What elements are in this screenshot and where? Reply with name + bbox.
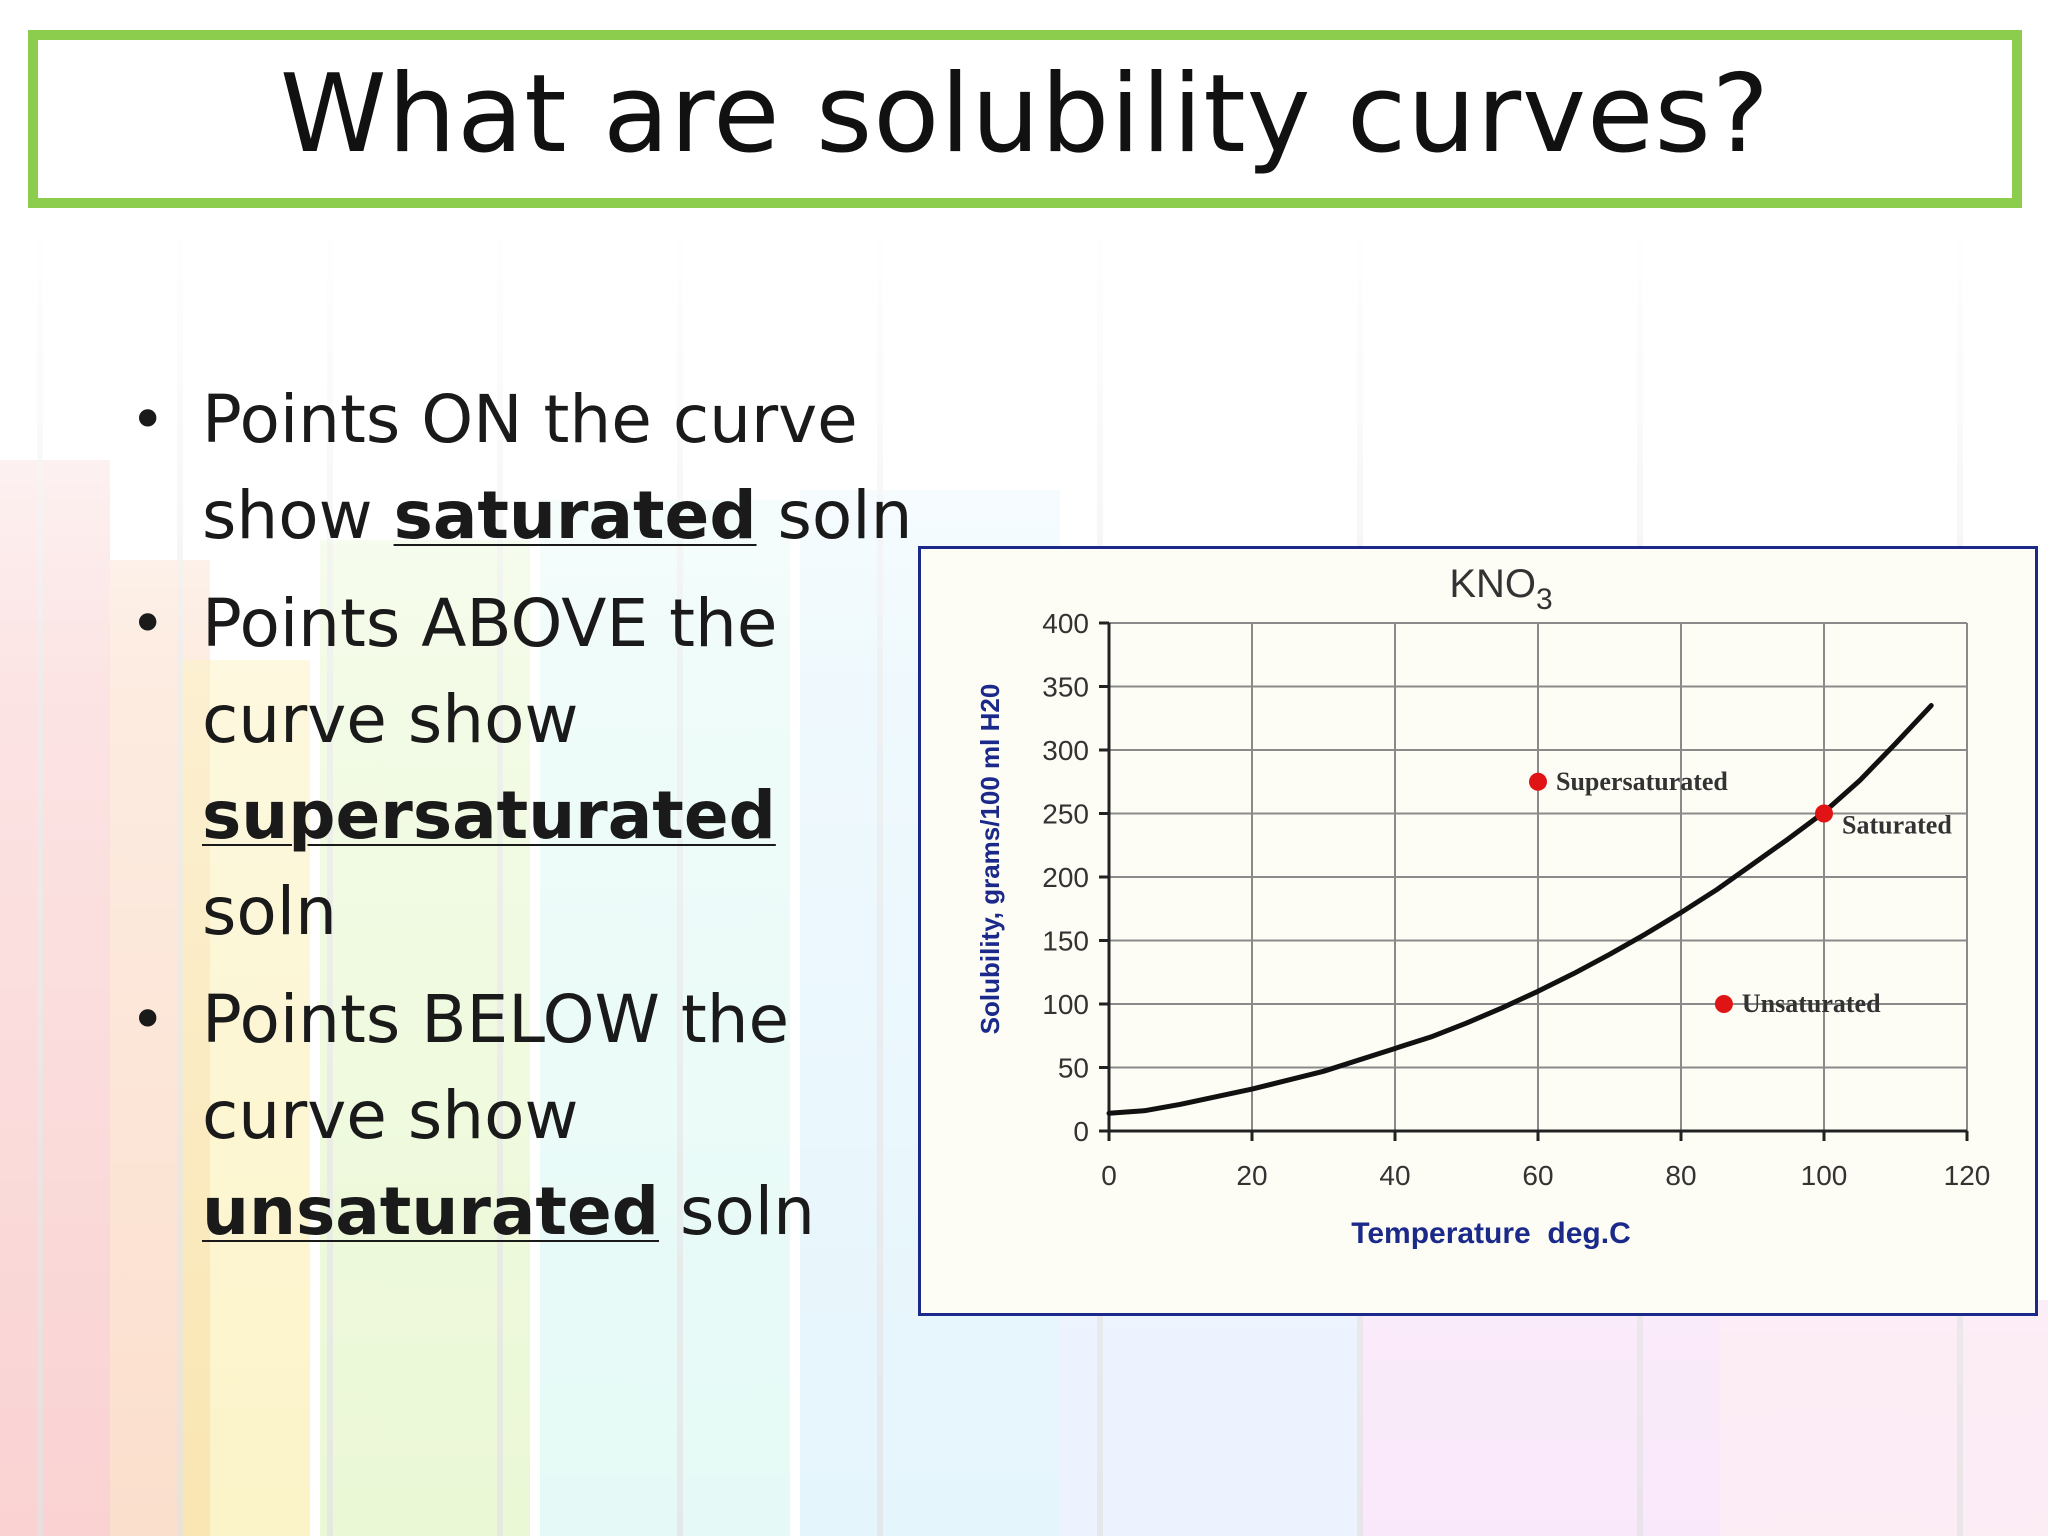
point-label-saturated: Saturated (1842, 811, 1952, 840)
point-unsaturated (1714, 995, 1733, 1013)
y-tick-label: 100 (1042, 989, 1089, 1020)
point-supersaturated (1529, 772, 1547, 791)
x-tick-label: 120 (1944, 1160, 1991, 1191)
title-box: What are solubility curves? (28, 30, 2022, 208)
x-tick-label: 20 (1236, 1160, 1267, 1191)
x-axis-label: Temperature deg.C (1351, 1217, 1631, 1250)
y-tick-label: 50 (1058, 1053, 1089, 1084)
solubility-chart: KNO3 Solubility, grams/100 ml H20 Temper… (918, 546, 2038, 1316)
bullet-keyword: unsaturated (202, 1173, 659, 1250)
x-tick-label: 0 (1101, 1160, 1117, 1191)
bullet-text: curve show (202, 1077, 579, 1154)
bullet-dot-icon: • (130, 985, 166, 1055)
y-tick-label: 300 (1042, 735, 1089, 766)
x-tick-label: 60 (1522, 1160, 1553, 1191)
bullet-dot-icon: • (130, 385, 166, 455)
bullet-item-unsaturated: • Points BELOW the curve show unsaturate… (120, 972, 920, 1260)
y-tick-label: 200 (1042, 862, 1089, 893)
bullet-keyword: saturated (393, 477, 757, 554)
x-tick-label: 80 (1665, 1160, 1696, 1191)
bullet-dot-icon: • (130, 589, 166, 659)
bullet-text: soln (658, 1173, 815, 1250)
y-axis-label: Solubility, grams/100 ml H20 (975, 684, 1005, 1035)
point-saturated (1815, 804, 1833, 823)
bullet-item-saturated: • Points ON the curve show saturated sol… (120, 372, 920, 564)
solubility-curve (1106, 703, 1934, 1116)
slide-title: What are solubility curves? (279, 52, 1771, 177)
chart-canvas: KNO3 Solubility, grams/100 ml H20 Temper… (975, 562, 1991, 1250)
x-tick-label: 40 (1379, 1160, 1410, 1191)
chart-title: KNO3 (1449, 562, 1552, 616)
y-tick-label: 150 (1042, 926, 1089, 957)
bullet-text: Points BELOW the (202, 981, 790, 1058)
y-tick-label: 400 (1042, 608, 1089, 639)
bullet-text: curve show (202, 681, 579, 758)
bullet-list: • Points ON the curve show saturated sol… (120, 372, 920, 1272)
y-tick-label: 350 (1042, 672, 1089, 703)
y-tick-label: 250 (1042, 799, 1089, 830)
bullet-text: Points ABOVE the (202, 585, 778, 662)
y-tick-label: 0 (1073, 1116, 1089, 1147)
bullet-keyword: supersaturated (202, 777, 776, 854)
bullet-text: soln (756, 477, 913, 554)
bullet-item-supersaturated: • Points ABOVE the curve show supersatur… (120, 576, 920, 960)
bullet-text: soln (202, 873, 337, 950)
bullet-text: Points ON the curve (202, 381, 858, 458)
bullet-text: show (202, 477, 394, 554)
x-tick-label: 100 (1801, 1160, 1848, 1191)
point-label-supersaturated: Supersaturated (1556, 767, 1728, 796)
point-label-unsaturated: Unsaturated (1742, 989, 1881, 1018)
